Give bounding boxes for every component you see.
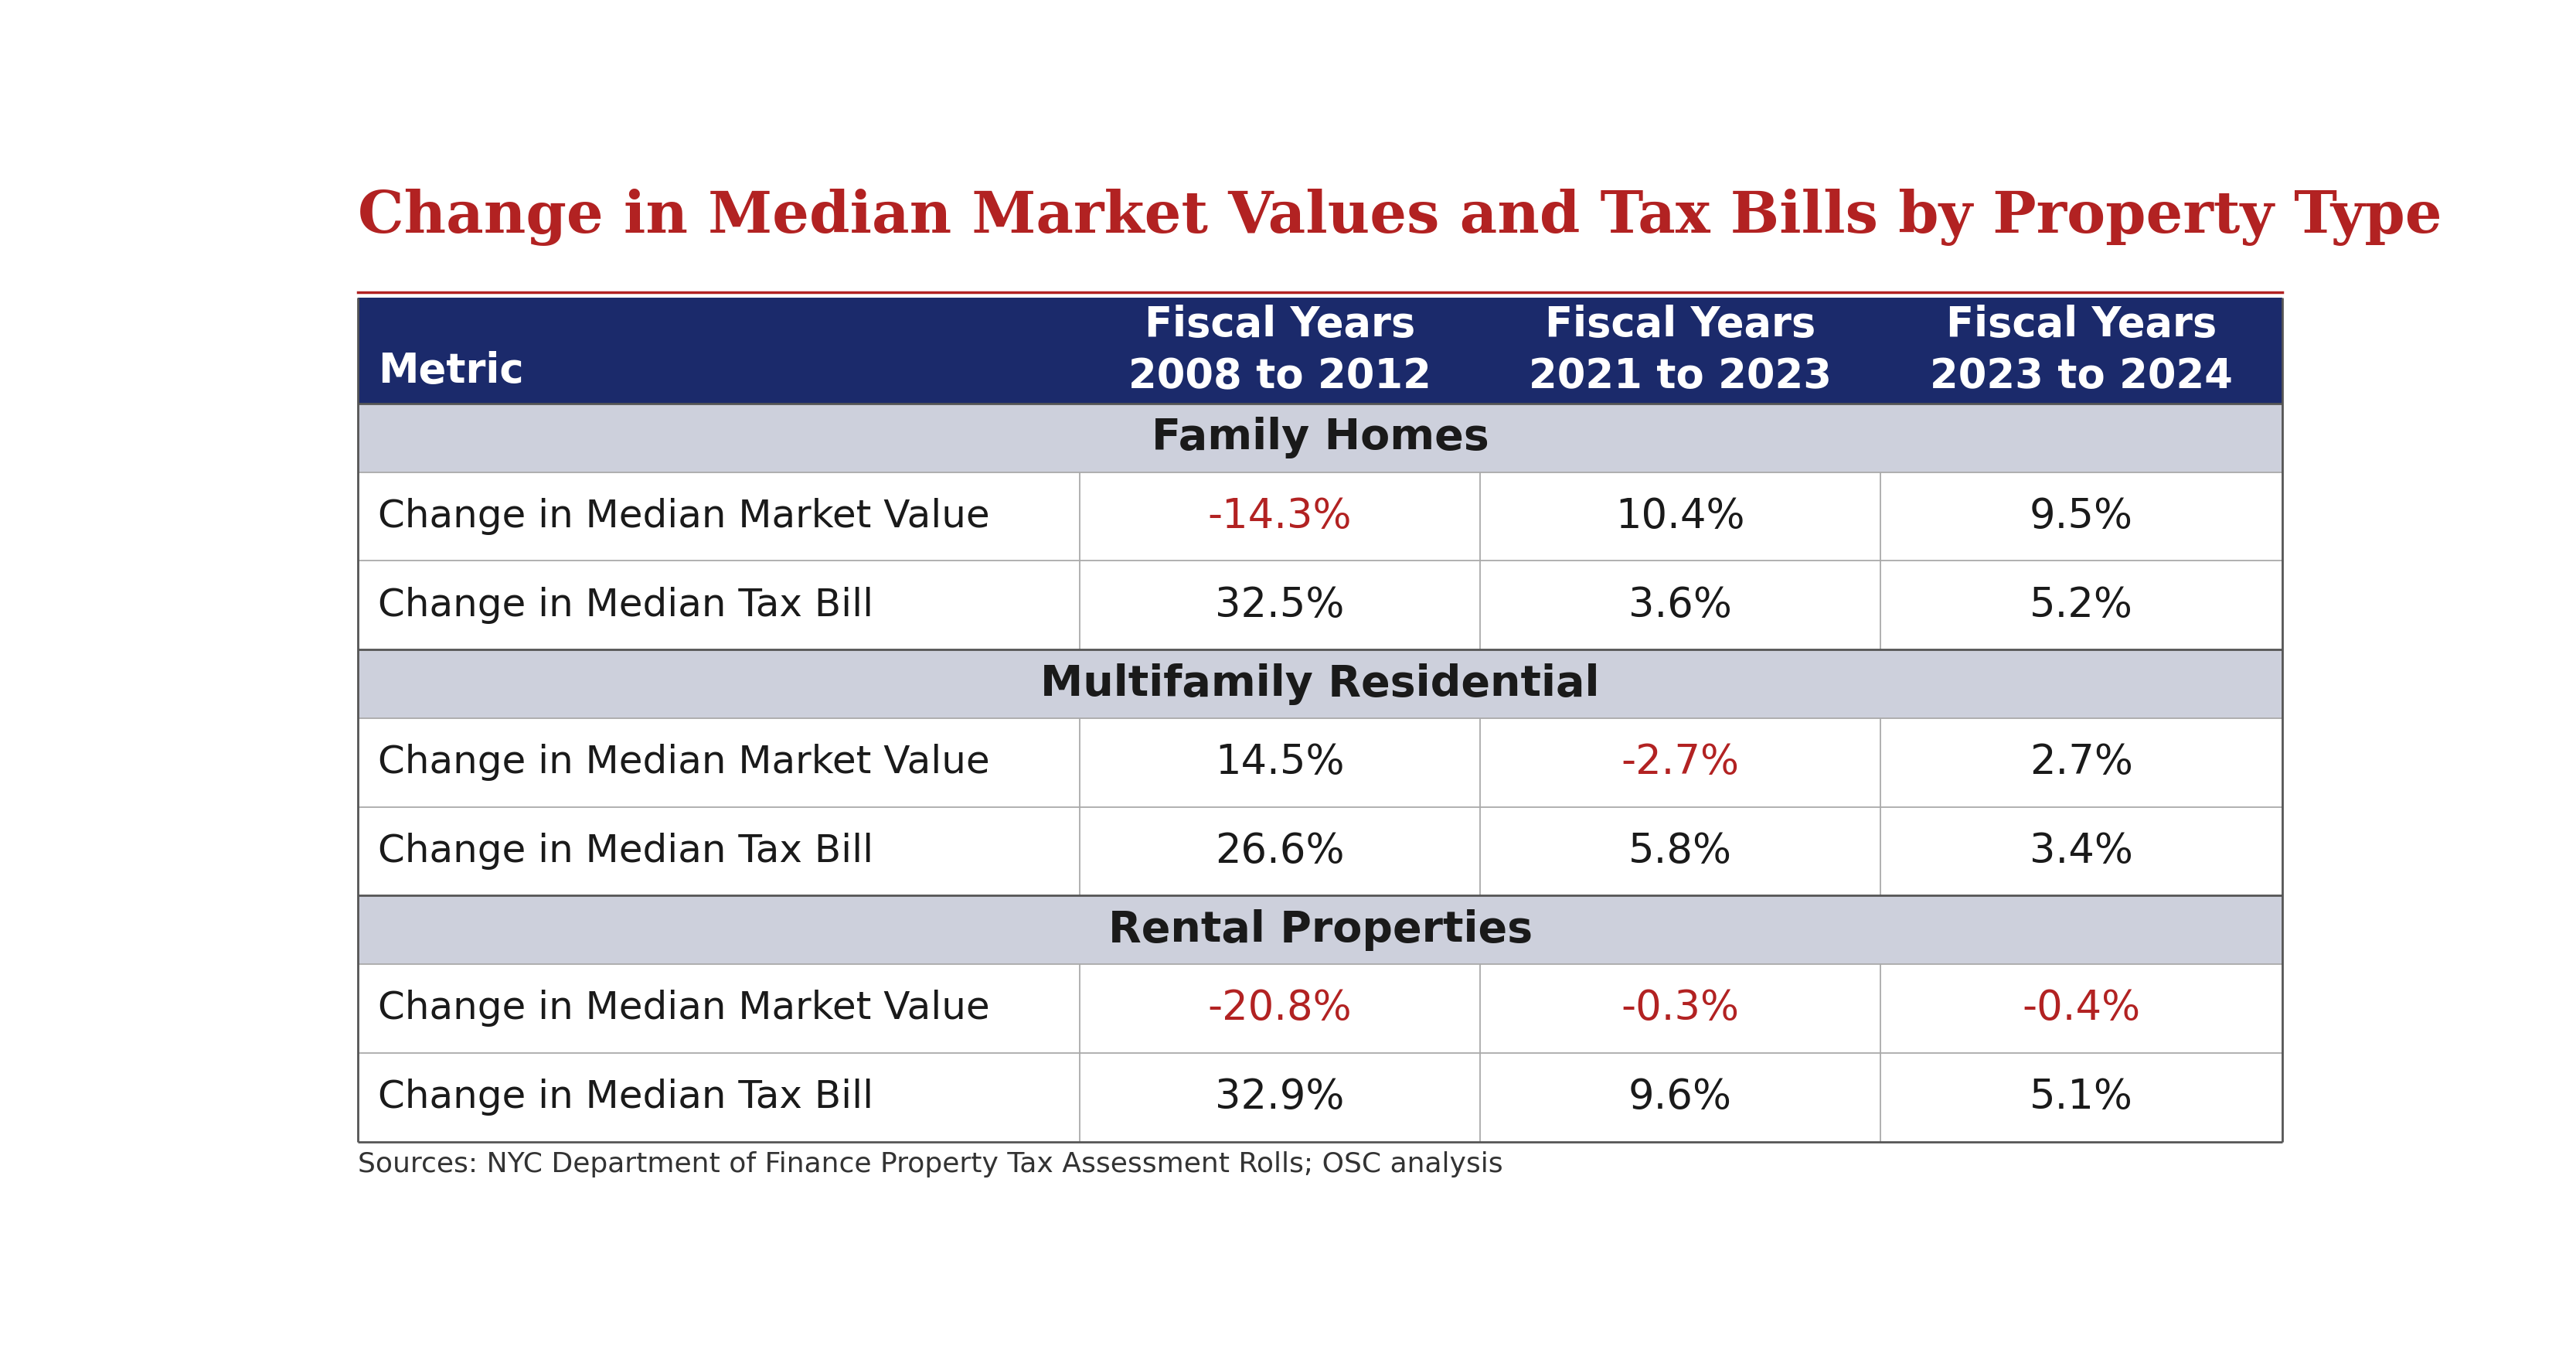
Text: 5.2%: 5.2% <box>2030 586 2133 625</box>
Text: 3.4%: 3.4% <box>2030 831 2133 871</box>
Text: -14.3%: -14.3% <box>1208 497 1352 537</box>
Text: Change in Median Tax Bill: Change in Median Tax Bill <box>379 1078 873 1116</box>
Bar <box>358 896 2282 963</box>
Text: Change in Median Market Values and Tax Bills by Property Type: Change in Median Market Values and Tax B… <box>358 188 2442 246</box>
Text: Fiscal Years
2023 to 2024: Fiscal Years 2023 to 2024 <box>1929 304 2233 396</box>
Text: Change in Median Market Value: Change in Median Market Value <box>379 744 989 781</box>
Text: 9.5%: 9.5% <box>2030 497 2133 537</box>
Text: 5.1%: 5.1% <box>2030 1077 2133 1118</box>
Text: Rental Properties: Rental Properties <box>1108 909 1533 951</box>
Text: 5.8%: 5.8% <box>1628 831 1731 871</box>
Text: -0.3%: -0.3% <box>1620 988 1739 1028</box>
Bar <box>358 472 2282 561</box>
Text: 3.6%: 3.6% <box>1628 586 1731 625</box>
Bar <box>358 963 2282 1053</box>
Text: Fiscal Years
2008 to 2012: Fiscal Years 2008 to 2012 <box>1128 304 1432 396</box>
Text: Change in Median Tax Bill: Change in Median Tax Bill <box>379 587 873 624</box>
Text: Change in Median Market Value: Change in Median Market Value <box>379 990 989 1027</box>
Bar <box>358 649 2282 718</box>
Bar <box>358 403 2282 472</box>
Text: -20.8%: -20.8% <box>1208 988 1352 1028</box>
Text: 9.6%: 9.6% <box>1628 1077 1731 1118</box>
Text: Fiscal Years
2021 to 2023: Fiscal Years 2021 to 2023 <box>1528 304 1832 396</box>
Text: 32.9%: 32.9% <box>1216 1077 1345 1118</box>
Text: -2.7%: -2.7% <box>1620 743 1739 782</box>
Text: 14.5%: 14.5% <box>1216 743 1345 782</box>
Text: Change in Median Market Value: Change in Median Market Value <box>379 498 989 534</box>
Text: Multifamily Residential: Multifamily Residential <box>1041 663 1600 705</box>
Text: Change in Median Tax Bill: Change in Median Tax Bill <box>379 832 873 870</box>
Bar <box>358 561 2282 649</box>
Bar <box>358 718 2282 806</box>
Text: 26.6%: 26.6% <box>1216 831 1345 871</box>
Text: Sources: NYC Department of Finance Property Tax Assessment Rolls; OSC analysis: Sources: NYC Department of Finance Prope… <box>358 1151 1502 1177</box>
Text: 32.5%: 32.5% <box>1216 586 1345 625</box>
Text: Family Homes: Family Homes <box>1151 417 1489 459</box>
Text: 2.7%: 2.7% <box>2030 743 2133 782</box>
Bar <box>358 806 2282 896</box>
Text: -0.4%: -0.4% <box>2022 988 2141 1028</box>
Text: Metric: Metric <box>379 350 523 391</box>
Bar <box>358 1053 2282 1142</box>
Bar <box>358 298 2282 403</box>
Text: 10.4%: 10.4% <box>1615 497 1744 537</box>
